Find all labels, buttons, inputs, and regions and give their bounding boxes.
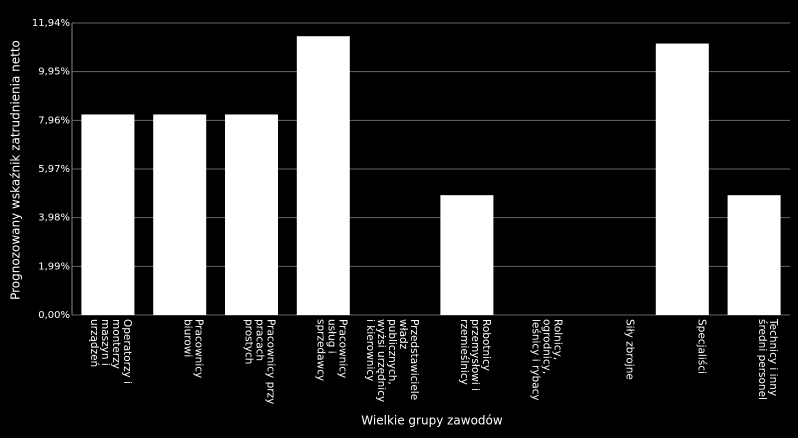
y-tick-label: 3,98% (38, 213, 70, 224)
x-tick-label: Siły zbrojne (623, 319, 636, 380)
y-tick-label: 9,95% (38, 67, 70, 78)
y-tick-label: 11,94% (32, 18, 70, 29)
x-tick-label: Specjaliści (695, 319, 708, 374)
bar (296, 36, 350, 316)
x-axis-label: Wielkie grupy zawodów (361, 414, 503, 428)
y-tick-label: 5,97% (38, 164, 70, 175)
bar (153, 114, 207, 315)
x-tick-label: Operatorzy i monterzy maszyn i urządzeń (87, 319, 133, 384)
x-tick-label: Technicy i inny średni personel (756, 319, 780, 400)
y-tick-label: 7,96% (38, 115, 70, 126)
x-tick-label: Rolnicy, ogrodnicy, leśnicy i rybacy (529, 319, 564, 401)
bar (225, 114, 278, 315)
bar (727, 195, 781, 315)
y-axis-label: Prognozowany wskaźnik zatrudnienia netto (9, 40, 23, 300)
bar (440, 195, 494, 315)
bar (655, 43, 709, 315)
x-tick-label: Pracownicy przy pracach prostych (242, 319, 277, 405)
y-tick-label: 1,99% (38, 261, 70, 272)
y-tick-label: 0,00% (38, 310, 70, 321)
bar (81, 114, 135, 315)
x-tick-label: Robotnicy przemysłowi i rzemieślnicy (457, 319, 492, 392)
x-tick-label: Pracownicy usług i sprzedawcy (314, 319, 349, 382)
x-tick-label: Pracownicy biurowi (181, 319, 205, 379)
x-tick-label: Przedstawiciele władz publicznych, wyżsi… (364, 319, 421, 403)
